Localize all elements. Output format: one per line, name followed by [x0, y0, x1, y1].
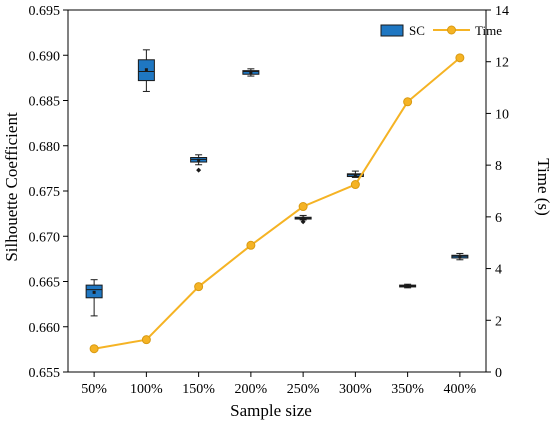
sc-box-mean	[144, 68, 148, 72]
right-y-tick-label: 14	[495, 4, 509, 19]
time-point	[403, 97, 413, 107]
sc-box	[242, 68, 260, 77]
left-y-tick-label: 0.655	[29, 366, 61, 381]
plot-frame	[67, 9, 487, 373]
left-y-tick-label: 0.665	[29, 276, 61, 291]
sc-box-outlier	[300, 219, 306, 225]
box-series	[85, 49, 469, 317]
left-y-axis-label: Silhouette Coefficient	[2, 112, 21, 262]
left-y-tick-label: 0.670	[29, 230, 61, 245]
plot-border	[67, 9, 487, 373]
left-y-tick-label: 0.695	[29, 4, 61, 19]
sc-box	[399, 283, 417, 289]
time-line	[93, 57, 461, 350]
sc-box	[451, 252, 469, 261]
left-y-tick-label: 0.660	[29, 321, 61, 336]
sc-box-mean	[458, 255, 462, 259]
left-y-tick-label: 0.690	[29, 49, 61, 64]
right-y-tick-label: 4	[495, 263, 502, 278]
left-y-axis: 0.655 0.660 0.665 0.670 0.675 0.680 0.685 0.690…	[29, 4, 68, 381]
time-point	[194, 282, 204, 292]
x-tick-label: 250%	[287, 382, 320, 397]
right-y-tick-label: 0	[495, 366, 502, 381]
time-point	[89, 344, 99, 354]
legend-sc-label: SC	[409, 23, 425, 38]
sc-box	[137, 49, 155, 92]
right-y-tick-label: 6	[495, 211, 502, 226]
sc-box-mean	[406, 284, 410, 288]
right-y-tick-label: 12	[495, 56, 509, 71]
time-point	[350, 180, 360, 190]
legend: SC Time	[380, 23, 502, 38]
sc-box-mean	[353, 174, 357, 178]
legend-time-label: Time	[475, 23, 502, 38]
sc-box-mean	[249, 70, 253, 74]
sc-box-outlier	[196, 167, 202, 173]
sc-box	[85, 279, 103, 317]
time-point	[455, 53, 465, 63]
right-y-axis-label: Time (s)	[534, 158, 550, 215]
right-y-axis: 0 2 4 6 8 10 12 14	[486, 4, 509, 381]
x-axis-label: Sample size	[230, 401, 312, 420]
sc-box	[294, 214, 312, 225]
sc-box-mean	[92, 290, 96, 294]
x-tick-label: 350%	[391, 382, 424, 397]
time-point	[246, 240, 256, 250]
sc-box-mean	[197, 158, 201, 162]
sc-box	[190, 154, 208, 173]
right-y-tick-label: 10	[495, 107, 509, 122]
left-y-tick-label: 0.680	[29, 140, 61, 155]
x-tick-label: 300%	[339, 382, 372, 397]
x-tick-label: 150%	[182, 382, 215, 397]
time-point	[298, 202, 308, 212]
sc-box-mean	[301, 216, 305, 220]
x-axis: 50% 100% 150% 200% 250% 300% 350% 400%	[81, 372, 477, 397]
left-y-tick-label: 0.685	[29, 95, 61, 110]
left-y-tick-label: 0.675	[29, 185, 61, 200]
legend-time-marker	[447, 25, 456, 35]
x-tick-label: 200%	[235, 382, 268, 397]
x-tick-label: 100%	[130, 382, 163, 397]
x-tick-label: 50%	[81, 382, 107, 397]
time-line-series	[89, 53, 465, 354]
x-tick-label: 400%	[444, 382, 477, 397]
time-point	[141, 335, 151, 345]
right-y-tick-label: 2	[495, 314, 502, 329]
legend-sc-swatch	[380, 24, 404, 37]
right-y-tick-label: 8	[495, 159, 502, 174]
